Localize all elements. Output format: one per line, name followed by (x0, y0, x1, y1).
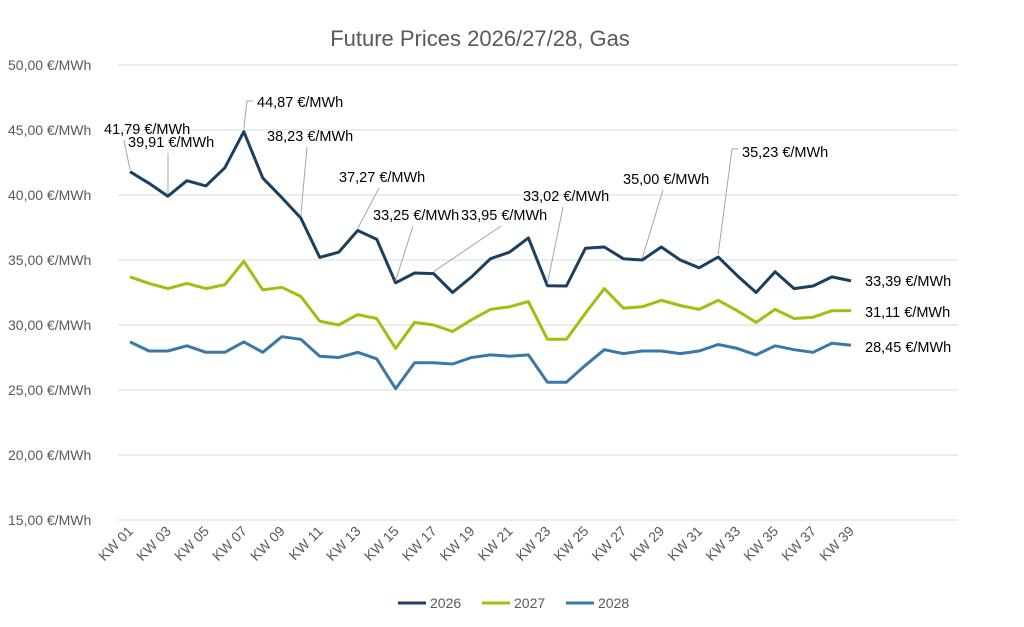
x-tick-label: KW 15 (361, 523, 402, 564)
x-tick-label: KW 09 (247, 523, 288, 564)
x-tick-label: KW 37 (778, 523, 819, 564)
data-label: 38,23 €/MWh (267, 129, 353, 145)
x-tick-label: KW 23 (513, 523, 554, 564)
x-tick-label: KW 21 (475, 523, 516, 564)
x-tick-label: KW 03 (133, 523, 174, 564)
y-tick-label: 20,00 €/MWh (8, 447, 91, 463)
data-label: 33,25 €/MWh (373, 208, 459, 224)
data-label: 35,23 €/MWh (742, 145, 828, 161)
y-tick-label: 35,00 €/MWh (8, 252, 91, 268)
series-line-2027 (129, 259, 852, 350)
x-tick-label: KW 11 (286, 523, 326, 563)
leader-line (243, 100, 253, 129)
x-tick-label: KW 13 (323, 523, 364, 564)
y-tick-label: 50,00 €/MWh (8, 57, 91, 73)
leader-line (123, 139, 131, 170)
x-tick-label: KW 33 (702, 523, 743, 564)
x-tick-label: KW 25 (550, 523, 591, 564)
leader-line (357, 187, 380, 229)
x-tick-label: KW 07 (209, 523, 250, 564)
x-tick-label: KW 05 (171, 523, 212, 564)
y-tick-label: 15,00 €/MWh (8, 512, 91, 528)
legend-label: 2027 (514, 595, 545, 611)
y-tick-label: 25,00 €/MWh (8, 382, 91, 398)
x-tick-label: KW 31 (664, 523, 705, 564)
y-tick-label: 40,00 €/MWh (8, 187, 91, 203)
data-label: 37,27 €/MWh (339, 170, 425, 186)
x-tick-label: KW 29 (626, 523, 667, 564)
data-label: 41,79 €/MWh (104, 122, 190, 138)
data-label: 33,02 €/MWh (523, 189, 609, 205)
x-tick-label: KW 19 (437, 523, 478, 564)
leader-line (395, 225, 414, 281)
x-tick-label: KW 17 (399, 523, 440, 564)
data-label: 44,87 €/MWh (257, 95, 343, 111)
series-line-2026 (129, 130, 852, 294)
legend-label: 2026 (430, 595, 461, 611)
x-tick-label: KW 39 (816, 523, 857, 564)
chart-title: Future Prices 2026/27/28, Gas (330, 26, 630, 51)
x-tick-label: KW 01 (95, 523, 136, 564)
x-tick-label: KW 35 (740, 523, 781, 564)
legend-label: 2028 (598, 595, 629, 611)
data-label: 31,11 €/MWh (865, 305, 950, 321)
y-tick-label: 45,00 €/MWh (8, 122, 91, 138)
data-label: 33,39 €/MWh (865, 274, 951, 290)
series-line-2028 (129, 335, 852, 391)
leader-line (433, 225, 502, 273)
x-tick-label: KW 27 (588, 523, 629, 564)
data-label: 39,91 €/MWh (128, 135, 214, 151)
y-tick-label: 30,00 €/MWh (8, 317, 91, 333)
data-label: 28,45 €/MWh (865, 340, 951, 356)
leader-line (641, 189, 664, 259)
data-label: 35,00 €/MWh (623, 172, 709, 188)
leader-line (717, 148, 738, 255)
data-label: 33,95 €/MWh (461, 208, 547, 224)
leader-line (300, 146, 308, 217)
leader-line (546, 206, 564, 284)
